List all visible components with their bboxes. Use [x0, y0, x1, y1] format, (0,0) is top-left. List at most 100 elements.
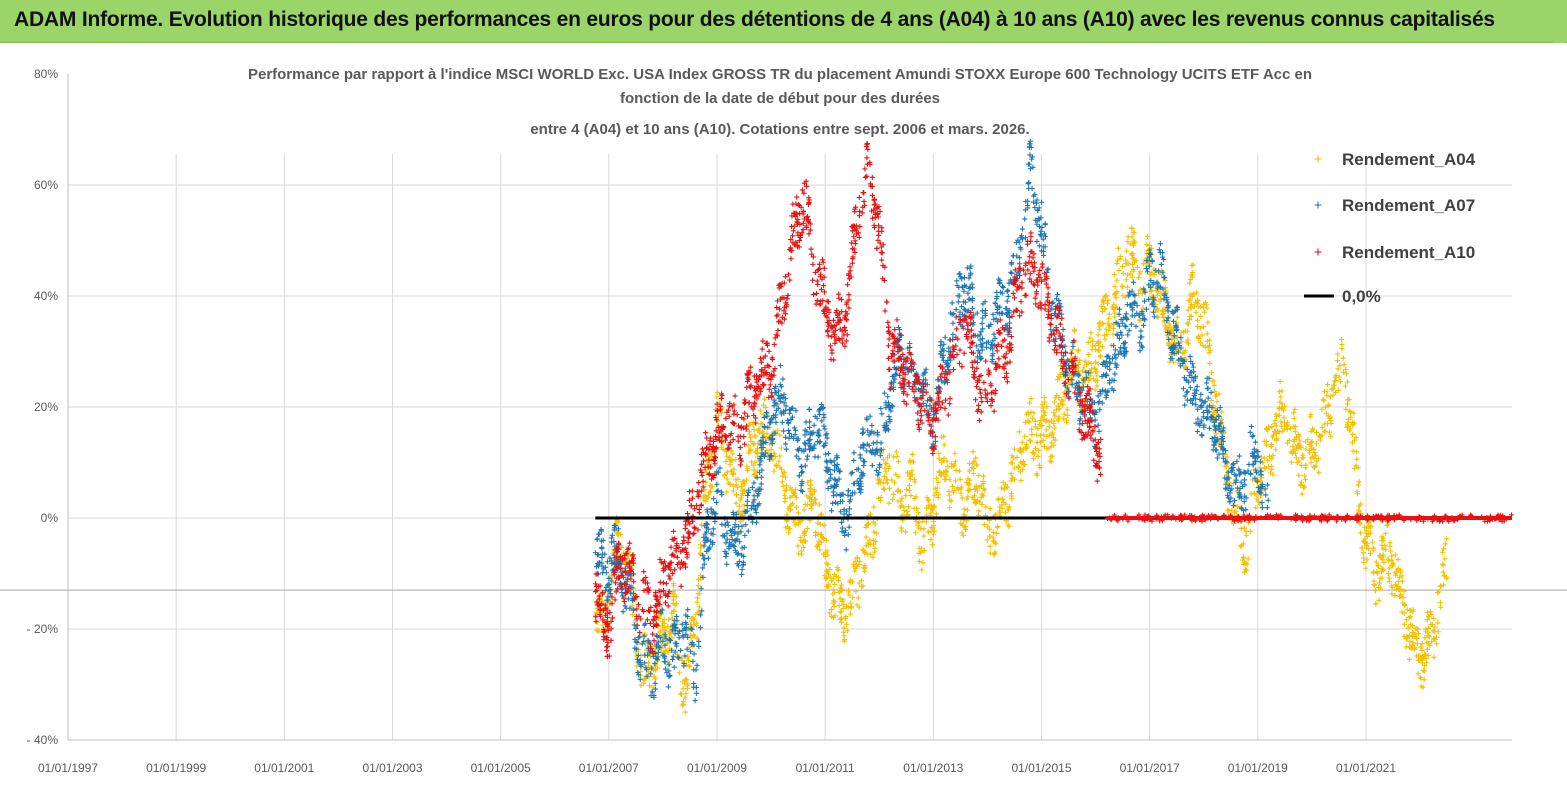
data-point: [1037, 417, 1043, 424]
data-point: [1398, 591, 1404, 598]
data-point: [1201, 301, 1207, 307]
data-point: [903, 487, 910, 493]
data-point: [1187, 304, 1194, 310]
data-point: [1158, 261, 1164, 268]
data-point: [1146, 242, 1152, 248]
data-point: [1182, 348, 1189, 354]
data-point: [1120, 270, 1126, 277]
data-point: [1424, 609, 1430, 615]
data-point: [791, 490, 798, 496]
data-point: [1234, 503, 1241, 510]
data-point: [1335, 387, 1341, 394]
data-point: [1431, 615, 1437, 621]
data-point: [1260, 460, 1266, 466]
data-point: [741, 489, 747, 495]
data-point: [812, 497, 818, 503]
data-point: [1424, 646, 1430, 653]
data-point: [1273, 430, 1279, 437]
data-point: [987, 550, 993, 556]
data-point: [890, 491, 896, 497]
data-point: [1017, 469, 1023, 475]
data-point: [832, 581, 838, 588]
data-point: [1146, 247, 1152, 254]
data-point: [804, 456, 810, 462]
data-point: [960, 532, 966, 538]
data-point: [957, 309, 963, 315]
data-point: [781, 469, 787, 475]
data-point: [1162, 274, 1168, 280]
data-point: [816, 542, 822, 548]
data-point: [1116, 311, 1122, 317]
data-point: [1293, 455, 1299, 461]
data-point: [1313, 453, 1319, 459]
data-point: [1393, 569, 1400, 575]
data-point: [1276, 412, 1282, 418]
data-point: [1348, 414, 1354, 420]
data-point: [1407, 622, 1414, 628]
data-point: [1358, 501, 1364, 507]
data-point: [745, 528, 751, 534]
data-point: [1104, 300, 1110, 306]
data-point: [894, 317, 900, 323]
data-point: [845, 492, 851, 498]
data-point: [670, 653, 676, 659]
data-point: [1110, 320, 1116, 327]
data-point: [793, 486, 799, 493]
data-point: [1051, 442, 1057, 448]
data-point: [1036, 243, 1042, 249]
data-point: [945, 412, 951, 418]
data-point: [737, 497, 743, 503]
data-point: [820, 535, 827, 542]
data-point: [662, 600, 669, 606]
data-point: [1268, 442, 1274, 448]
data-point: [967, 460, 973, 466]
data-point: [1372, 582, 1378, 588]
data-point: [958, 520, 964, 526]
data-point: [1422, 668, 1428, 674]
data-point: [1062, 343, 1068, 349]
data-point: [819, 534, 825, 541]
data-point: [1376, 597, 1382, 604]
data-point: [1079, 421, 1086, 427]
data-point: [1095, 347, 1101, 353]
data-point: [806, 447, 813, 453]
data-point: [1131, 230, 1137, 236]
data-point: [751, 427, 757, 433]
data-point: [1025, 161, 1031, 167]
data-point: [1431, 654, 1437, 660]
data-point: [854, 563, 860, 569]
data-point: [879, 411, 885, 417]
data-point: [1357, 520, 1363, 526]
data-point: [1102, 293, 1108, 300]
data-point: [1125, 284, 1131, 290]
data-point: [727, 456, 733, 463]
data-point: [714, 389, 720, 396]
data-point: [801, 530, 807, 537]
data-point: [719, 521, 725, 527]
data-point: [1341, 362, 1347, 368]
data-point: [671, 581, 677, 587]
data-point: [941, 455, 947, 461]
data-point: [1360, 538, 1367, 544]
data-point: [814, 297, 820, 304]
data-point: [1129, 225, 1135, 232]
data-point: [1350, 421, 1356, 427]
data-point: [602, 551, 608, 557]
data-point: [861, 462, 867, 469]
scatter-chart: 80%60%40%20%0%- 20%- 40%01/01/1997 01/01/…: [0, 66, 1567, 775]
data-point: [1347, 409, 1354, 415]
data-point: [982, 487, 988, 493]
data-point: [693, 690, 700, 696]
data-point: [1257, 465, 1263, 471]
data-point: [1300, 485, 1307, 491]
grid-layer: [0, 154, 1567, 741]
data-point: [821, 265, 827, 271]
data-point: [928, 536, 934, 543]
data-point: [846, 305, 852, 311]
data-point: [923, 505, 930, 511]
data-point: [1347, 408, 1353, 414]
data-point: [861, 547, 867, 554]
data-point: [1280, 428, 1286, 434]
data-point: [983, 344, 990, 350]
data-point: [1048, 315, 1054, 322]
